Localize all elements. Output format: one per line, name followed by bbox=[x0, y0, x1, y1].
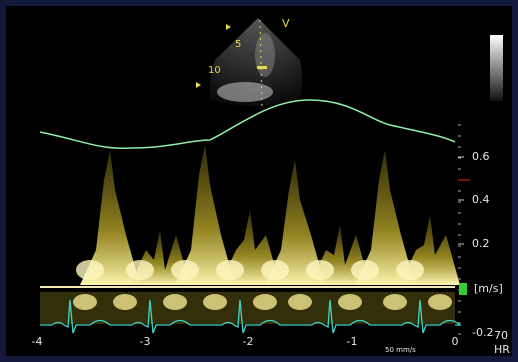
gray-scale-bar bbox=[490, 35, 503, 101]
velocity-label: -0.2 bbox=[472, 326, 493, 339]
sector-top-label: V bbox=[282, 17, 290, 30]
sweep-speed: 50 mm/s bbox=[385, 346, 416, 354]
ultrasound-screen: V 5 10 0.6 0.4 0.2 -4 -3 -2 -1 0 [m/s] -0.2 50 … bbox=[0, 0, 518, 362]
spectral-core bbox=[306, 260, 334, 280]
baseline-handle bbox=[459, 283, 467, 295]
velocity-label: 0.4 bbox=[472, 193, 490, 206]
reverse-flow-core bbox=[253, 294, 277, 310]
heart-rate-value: 70 bbox=[494, 329, 508, 342]
reverse-flow-core bbox=[338, 294, 362, 310]
spectral-core bbox=[171, 260, 199, 280]
reverse-flow-core bbox=[203, 294, 227, 310]
spectral-core bbox=[76, 260, 104, 280]
time-label: 0 bbox=[452, 335, 459, 348]
time-label: -3 bbox=[140, 335, 151, 348]
reverse-flow-core bbox=[163, 294, 187, 310]
reverse-flow-core bbox=[288, 294, 312, 310]
velocity-label: 0.6 bbox=[472, 150, 490, 163]
spectral-core bbox=[216, 260, 244, 280]
sample-gate bbox=[257, 66, 267, 69]
time-label: -4 bbox=[32, 335, 43, 348]
spectral-core bbox=[261, 260, 289, 280]
reverse-flow-core bbox=[113, 294, 137, 310]
sector-echo bbox=[255, 33, 275, 77]
reverse-flow-core bbox=[383, 294, 407, 310]
heart-rate-label: HR bbox=[494, 343, 510, 356]
time-label: -1 bbox=[347, 335, 358, 348]
reverse-flow-core bbox=[73, 294, 97, 310]
velocity-unit: [m/s] bbox=[474, 282, 503, 295]
spectral-core bbox=[126, 260, 154, 280]
sector-echo bbox=[217, 82, 273, 102]
time-label: -2 bbox=[243, 335, 254, 348]
depth-label: 10 bbox=[208, 65, 221, 76]
depth-label: 5 bbox=[235, 39, 241, 50]
spectral-core bbox=[396, 260, 424, 280]
velocity-label: 0.2 bbox=[472, 237, 490, 250]
reverse-flow-core bbox=[428, 294, 452, 310]
spectral-core bbox=[351, 260, 379, 280]
